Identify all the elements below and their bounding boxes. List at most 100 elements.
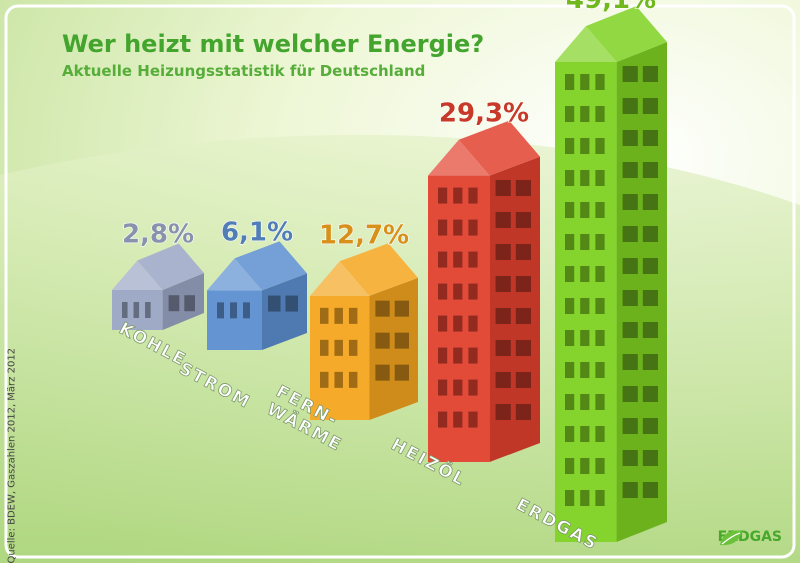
bar-roof-front	[207, 258, 262, 291]
window	[453, 347, 463, 364]
bar-heizöl	[428, 120, 540, 462]
window	[565, 234, 575, 250]
bar-roof-front	[112, 260, 163, 290]
window-side	[515, 339, 531, 356]
window-side	[495, 211, 511, 228]
chart-title: Wer heizt mit welcher Energie?	[62, 30, 485, 58]
window	[453, 187, 463, 204]
window	[565, 490, 575, 506]
window-side	[515, 179, 531, 196]
bar-roof-side	[234, 241, 307, 291]
window	[595, 74, 605, 90]
window	[595, 266, 605, 282]
window	[348, 371, 358, 388]
bar-side	[162, 273, 204, 330]
bar-roof-front	[555, 26, 617, 62]
bar-roof-front	[310, 261, 370, 296]
bar-roof-side	[585, 6, 667, 62]
window	[243, 302, 250, 319]
window-side	[622, 258, 638, 274]
window-side	[642, 322, 658, 338]
window-side	[495, 307, 511, 324]
window-side	[495, 339, 511, 356]
window	[580, 490, 590, 506]
window	[122, 302, 128, 318]
window	[468, 411, 478, 428]
window	[580, 170, 590, 186]
window	[468, 283, 478, 300]
window	[580, 74, 590, 90]
window-side	[622, 386, 638, 402]
window	[595, 426, 605, 442]
window	[438, 187, 448, 204]
window-side	[642, 386, 658, 402]
window-side	[642, 66, 658, 82]
window	[334, 307, 343, 324]
window-side	[642, 130, 658, 146]
bar-strom	[207, 241, 307, 350]
window-side	[515, 275, 531, 292]
window-side	[495, 371, 511, 388]
window-side	[515, 403, 531, 420]
window	[580, 458, 590, 474]
window	[595, 458, 605, 474]
bar-roof-front	[428, 139, 490, 176]
window	[334, 339, 343, 356]
window	[580, 298, 590, 314]
window	[595, 170, 605, 186]
window-side	[622, 322, 638, 338]
window	[468, 379, 478, 396]
source-note: Quelle: BDEW, Gaszahlen 2012, März 2012	[6, 347, 18, 563]
window	[565, 362, 575, 378]
window-side	[642, 258, 658, 274]
window-side	[642, 194, 658, 210]
window-side	[184, 295, 195, 312]
window	[580, 202, 590, 218]
window	[595, 106, 605, 122]
window	[453, 411, 463, 428]
window	[438, 219, 448, 236]
window	[438, 379, 448, 396]
window-side	[622, 66, 638, 82]
window-side	[622, 226, 638, 242]
window	[133, 302, 140, 318]
window-side	[495, 243, 511, 260]
window	[580, 234, 590, 250]
window	[595, 330, 605, 346]
bar-side	[262, 273, 307, 350]
window	[580, 426, 590, 442]
bar-kohle	[112, 243, 204, 330]
bar-roof-side	[339, 243, 418, 296]
window	[453, 315, 463, 332]
window	[468, 187, 478, 204]
window	[580, 138, 590, 154]
window	[145, 302, 151, 318]
window	[595, 362, 605, 378]
window-side	[394, 364, 409, 381]
window	[468, 315, 478, 332]
window	[348, 339, 358, 356]
window	[565, 330, 575, 346]
window	[580, 266, 590, 282]
window	[565, 202, 575, 218]
window	[580, 330, 590, 346]
window	[230, 302, 237, 319]
leaf-icon	[719, 530, 742, 546]
window	[565, 394, 575, 410]
window-side	[515, 307, 531, 324]
window-side	[622, 418, 638, 434]
window-side	[642, 98, 658, 114]
window	[595, 298, 605, 314]
value-label: 6,1%	[221, 217, 293, 247]
window	[565, 74, 575, 90]
window	[580, 362, 590, 378]
bar-roof-side	[458, 120, 540, 176]
window	[468, 347, 478, 364]
window-side	[622, 98, 638, 114]
window-side	[394, 332, 409, 349]
window-side	[642, 226, 658, 242]
window-side	[495, 403, 511, 420]
window	[595, 202, 605, 218]
